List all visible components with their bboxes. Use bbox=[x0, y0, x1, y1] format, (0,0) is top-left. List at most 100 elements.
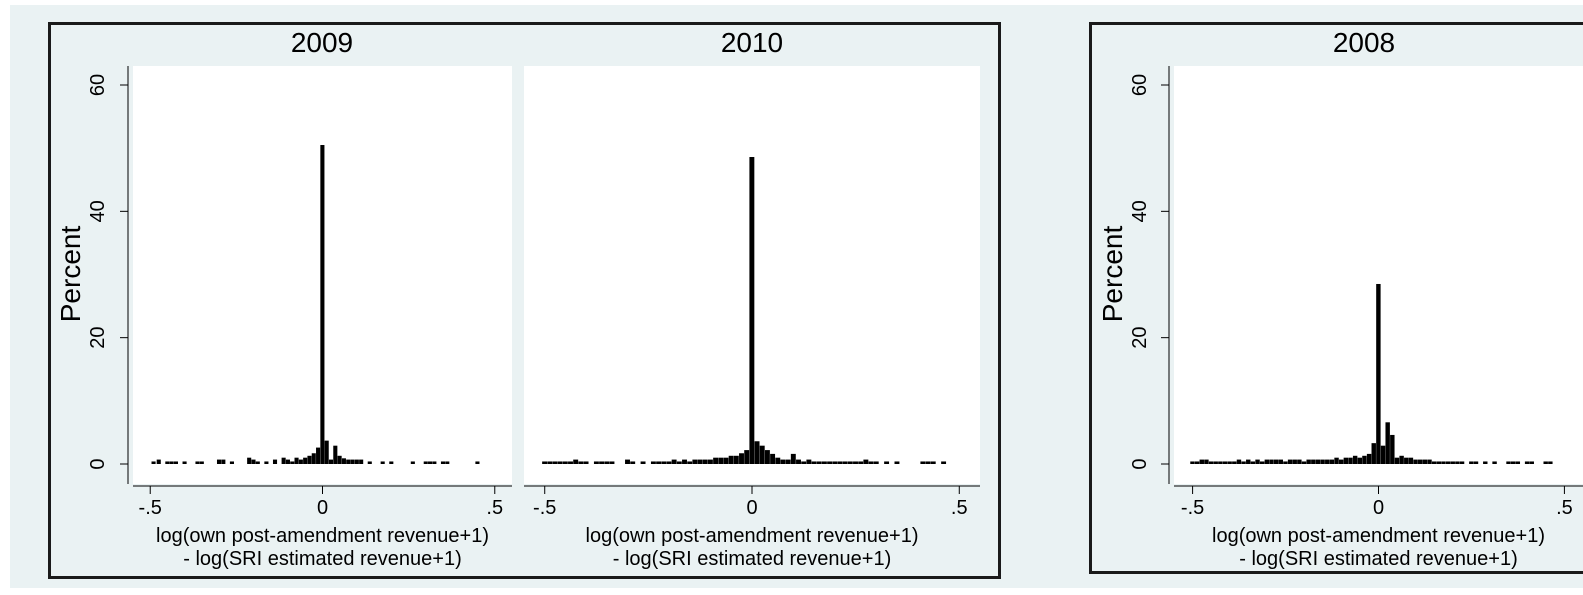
histogram-bar bbox=[764, 450, 770, 464]
histogram-bar bbox=[1445, 461, 1451, 464]
histogram-bar bbox=[1208, 461, 1214, 464]
histogram-bar bbox=[1269, 459, 1274, 464]
histogram-bar bbox=[837, 461, 843, 464]
histogram-bar bbox=[785, 459, 791, 464]
histogram-bar bbox=[1371, 443, 1376, 464]
histogram-bar bbox=[780, 459, 786, 464]
histogram-bar bbox=[640, 461, 646, 464]
y-tick-label: 60 bbox=[1129, 74, 1151, 96]
histogram-bar bbox=[333, 445, 338, 464]
histogram-bar bbox=[1250, 461, 1256, 464]
histogram-bar bbox=[1292, 459, 1297, 464]
histogram-bar bbox=[1385, 422, 1390, 464]
histogram-bar bbox=[1441, 461, 1446, 464]
histogram-bar bbox=[770, 453, 776, 464]
histogram-bar bbox=[221, 459, 226, 464]
histogram-bar bbox=[1408, 457, 1414, 464]
panel-title: 2010 bbox=[721, 27, 783, 58]
histogram-bar bbox=[790, 453, 796, 464]
histogram-bar bbox=[1380, 445, 1386, 464]
histogram-bar bbox=[1469, 461, 1474, 464]
histogram-bar bbox=[328, 459, 334, 464]
histogram-bar bbox=[195, 461, 200, 464]
x-tick-label: .5 bbox=[486, 497, 503, 519]
y-tick-label: 0 bbox=[87, 458, 109, 469]
histogram-bar bbox=[656, 461, 662, 464]
histogram-bar bbox=[324, 440, 329, 464]
histogram-bar bbox=[811, 461, 817, 464]
histogram-bar bbox=[1455, 461, 1460, 464]
histogram-bar bbox=[1232, 461, 1237, 464]
histogram-bar bbox=[676, 461, 682, 464]
histogram-bar bbox=[1259, 461, 1265, 464]
histogram-bar bbox=[1515, 461, 1521, 464]
y-axis-label: Percent bbox=[1097, 226, 1128, 323]
histogram-bar bbox=[354, 459, 359, 464]
histogram-bar bbox=[1301, 461, 1307, 464]
histogram-bar bbox=[1218, 461, 1223, 464]
histogram-bar bbox=[1338, 459, 1344, 464]
y-tick-label: 20 bbox=[87, 327, 109, 349]
histogram-bar bbox=[1543, 461, 1548, 464]
histogram-bar bbox=[1524, 461, 1530, 464]
histogram-bar bbox=[428, 461, 433, 464]
histogram-bar bbox=[1283, 461, 1288, 464]
histogram-bar bbox=[216, 459, 222, 464]
histogram-bar bbox=[1246, 459, 1251, 464]
histogram-bar bbox=[165, 461, 170, 464]
histogram-bar bbox=[1213, 461, 1218, 464]
histogram-bar bbox=[432, 461, 437, 464]
y-axis-label: Percent bbox=[55, 226, 86, 323]
y-tick-label: 40 bbox=[87, 200, 109, 222]
histogram-bar bbox=[868, 461, 874, 464]
histogram-bar bbox=[1199, 459, 1204, 464]
histogram-bar bbox=[1343, 457, 1349, 464]
histogram-bar bbox=[578, 461, 584, 464]
histogram-bar bbox=[1297, 459, 1302, 464]
histogram-bar bbox=[1222, 461, 1228, 464]
histogram-bar bbox=[759, 445, 765, 464]
histogram-bar bbox=[1529, 461, 1534, 464]
histogram-bar bbox=[1311, 459, 1316, 464]
x-axis-label-line1: log(own post-amendment revenue+1) bbox=[156, 525, 489, 547]
histogram-bar bbox=[475, 461, 480, 464]
histogram-bar bbox=[1394, 457, 1400, 464]
histogram-bar bbox=[1510, 461, 1516, 464]
histogram-bar bbox=[625, 459, 630, 464]
histogram-bar bbox=[290, 461, 295, 464]
histogram-bar bbox=[562, 461, 568, 464]
histogram-bar bbox=[925, 461, 931, 464]
histogram-bar bbox=[728, 455, 734, 464]
histogram-bar bbox=[380, 461, 385, 464]
histogram-bar bbox=[827, 461, 833, 464]
histogram-bar bbox=[650, 461, 656, 464]
histogram-bar bbox=[775, 457, 781, 464]
histogram-bar bbox=[609, 461, 615, 464]
x-tick-label: .5 bbox=[1556, 497, 1573, 519]
y-tick-label: 0 bbox=[1129, 458, 1151, 469]
histogram-bar bbox=[894, 461, 900, 464]
histogram-bar bbox=[1431, 461, 1437, 464]
x-tick-label: 0 bbox=[1373, 497, 1384, 519]
histogram-bar bbox=[1325, 459, 1330, 464]
panel-2009: 2009 -.5 0 .5 log(own post-amendment revenue… bbox=[55, 27, 512, 570]
panel-title: 2009 bbox=[291, 27, 353, 58]
histogram-bar bbox=[749, 157, 755, 464]
histogram-bar bbox=[671, 459, 677, 464]
histogram-bar bbox=[702, 459, 708, 464]
histogram-bar bbox=[1255, 459, 1260, 464]
histogram-bar bbox=[692, 459, 698, 464]
histogram-bar bbox=[169, 461, 174, 464]
histogram-bar bbox=[1204, 459, 1209, 464]
x-tick-label: -.5 bbox=[139, 497, 162, 519]
histogram-bar bbox=[1450, 461, 1455, 464]
histogram-bar bbox=[247, 457, 252, 464]
histogram-bar bbox=[863, 459, 869, 464]
histogram-bar bbox=[264, 461, 269, 464]
histogram-bar bbox=[1264, 459, 1270, 464]
histogram-bar bbox=[744, 450, 750, 464]
histogram-bar bbox=[630, 461, 636, 464]
histogram-bar bbox=[1236, 459, 1242, 464]
histogram-bar bbox=[1422, 459, 1428, 464]
